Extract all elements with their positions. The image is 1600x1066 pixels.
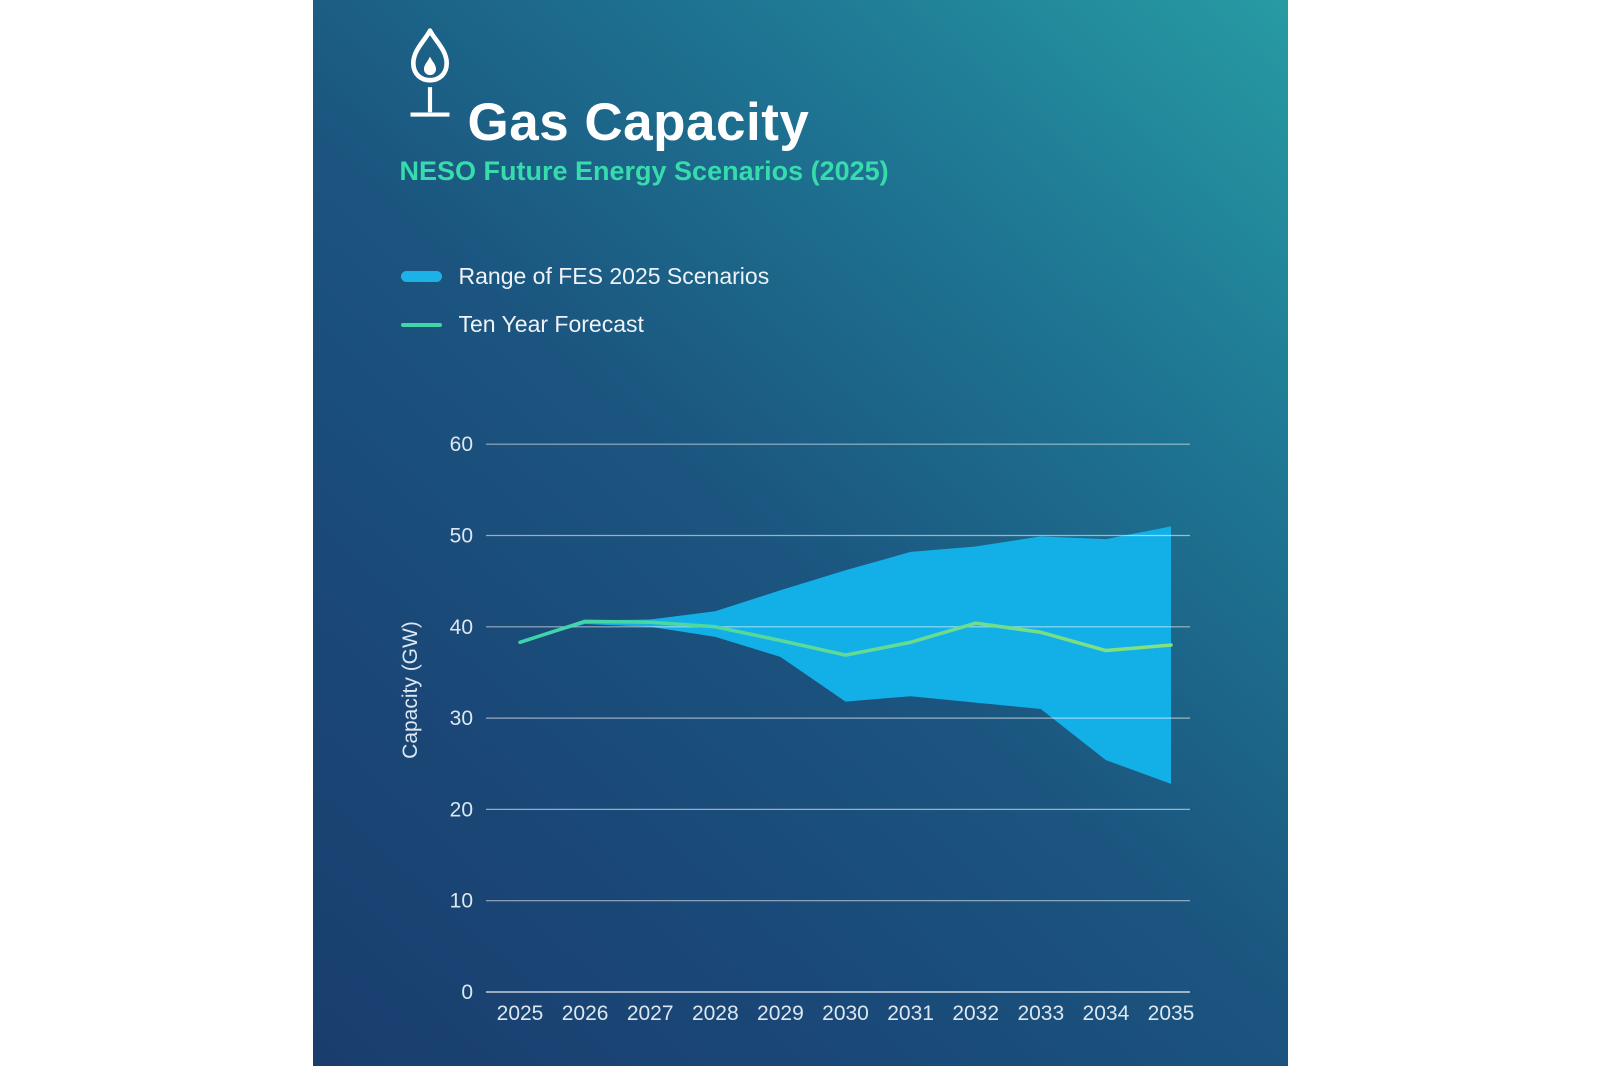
- page-title: Gas Capacity: [467, 92, 810, 152]
- y-tick-label: 50: [449, 525, 472, 548]
- page-subtitle: NESO Future Energy Scenarios (2025): [399, 156, 889, 186]
- x-axis-ticks: 2025 2026 2027 2028 2029 2030 2031 2032 2033 2034…: [496, 1002, 1194, 1025]
- x-tick-label: 2031: [887, 1002, 934, 1025]
- y-axis-ticks: 0 10 20 30 40 50 60: [449, 433, 472, 1004]
- x-tick-label: 2030: [822, 1002, 869, 1025]
- y-tick-label: 0: [461, 981, 473, 1004]
- gas-flame-icon: [410, 28, 449, 117]
- chart-legend: Range of FES 2025 Scenarios Ten Year For…: [400, 262, 770, 339]
- legend-item-range: Range of FES 2025 Scenarios: [400, 262, 770, 291]
- y-tick-label: 10: [449, 890, 472, 913]
- x-tick-label: 2026: [561, 1002, 608, 1025]
- y-tick-label: 20: [449, 798, 472, 821]
- infographic-card: Gas Capacity NESO Future Energy Scenario…: [312, 0, 1288, 1066]
- y-tick-label: 60: [449, 433, 472, 456]
- x-tick-label: 2032: [952, 1002, 999, 1025]
- gridlines: [485, 443, 1190, 993]
- capacity-chart-container: 0 10 20 30 40 50 60 2025 2026 2027 2028 2029 2030 203…: [393, 420, 1203, 1032]
- x-tick-label: 2033: [1017, 1002, 1064, 1025]
- forecast-line: [517, 619, 1173, 657]
- y-tick-label: 40: [449, 616, 472, 639]
- x-tick-label: 2027: [626, 1002, 673, 1025]
- x-tick-label: 2035: [1147, 1002, 1194, 1025]
- x-tick-label: 2025: [496, 1002, 543, 1025]
- y-axis-title: Capacity (GW): [399, 621, 422, 759]
- x-tick-label: 2029: [757, 1002, 804, 1025]
- legend-label: Range of FES 2025 Scenarios: [458, 263, 770, 289]
- legend-label: Ten Year Forecast: [458, 311, 644, 337]
- legend-item-forecast: Ten Year Forecast: [400, 310, 770, 339]
- x-tick-label: 2034: [1082, 1002, 1129, 1025]
- range-band-swatch: [400, 271, 442, 282]
- y-tick-label: 30: [449, 707, 472, 730]
- x-tick-label: 2028: [691, 1002, 738, 1025]
- forecast-line-swatch: [400, 322, 442, 327]
